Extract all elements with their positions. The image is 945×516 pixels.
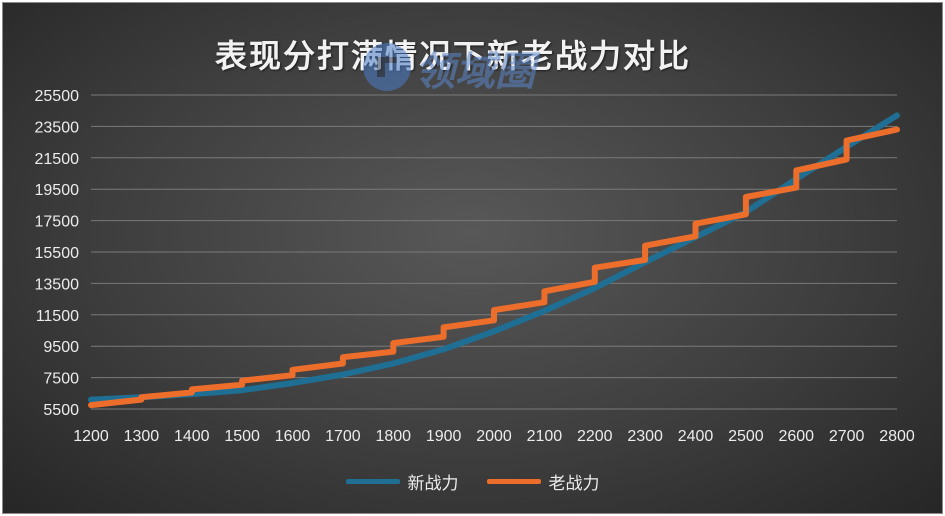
x-tick-label: 2100 (527, 428, 563, 445)
y-tick-label: 19500 (35, 182, 80, 199)
legend-item-old: 老战力 (486, 469, 600, 494)
y-tick-label: 11500 (36, 308, 79, 325)
x-tick-label: 2400 (678, 428, 714, 445)
y-tick-label: 17500 (35, 214, 80, 231)
series-layer (88, 112, 900, 409)
watermark-logo-icon (363, 43, 411, 91)
y-tick-label: 13500 (35, 276, 80, 293)
x-tick-label: 1300 (124, 428, 160, 445)
watermark: 领域圈 (355, 33, 605, 95)
legend: 新战力 老战力 (3, 469, 942, 494)
y-tick-label: 9500 (43, 339, 79, 356)
watermark-text: 领域圈 (415, 49, 535, 95)
legend-label-old: 老战力 (548, 474, 600, 494)
y-tick-label: 23500 (35, 119, 80, 136)
x-tick-label: 2800 (879, 428, 915, 445)
series-line-old (88, 126, 900, 409)
x-tick-label: 2200 (577, 428, 613, 445)
y-tick-label: 7500 (43, 371, 79, 388)
series-line-new (88, 112, 900, 403)
x-tick-label: 1600 (275, 428, 311, 445)
y-tick-label: 5500 (43, 402, 79, 419)
legend-swatch-new (345, 479, 400, 484)
x-tick-label: 2600 (778, 428, 814, 445)
x-tick-label: 2300 (627, 428, 663, 445)
y-tick-label: 25500 (35, 88, 80, 105)
x-tick-label: 2700 (829, 428, 865, 445)
y-axis-ticks: 25500 23500 21500 19500 17500 15500 13500 11500… (35, 88, 80, 419)
y-tick-label: 21500 (35, 151, 80, 168)
y-tick-label: 15500 (35, 245, 80, 262)
gridlines (91, 94, 897, 410)
x-tick-label: 1200 (73, 428, 109, 445)
chart-title: 表现分打满情况下新老战力对比 (214, 37, 691, 75)
x-tick-label: 2500 (728, 428, 764, 445)
x-tick-label: 1800 (375, 428, 411, 445)
x-tick-label: 1400 (174, 428, 210, 445)
x-axis-ticks: 1200 1300 1400 1500 1600 1700 1800 1900 2000 2100… (73, 428, 915, 445)
x-tick-label: 1500 (224, 428, 260, 445)
x-tick-label: 1900 (426, 428, 462, 445)
x-tick-label: 2000 (476, 428, 512, 445)
legend-swatch-old (486, 479, 541, 484)
legend-item-new: 新战力 (345, 469, 459, 494)
plot-area: 25500 23500 21500 19500 17500 15500 13500 11500… (35, 88, 915, 445)
x-tick-label: 1700 (325, 428, 361, 445)
legend-label-new: 新战力 (407, 474, 459, 494)
